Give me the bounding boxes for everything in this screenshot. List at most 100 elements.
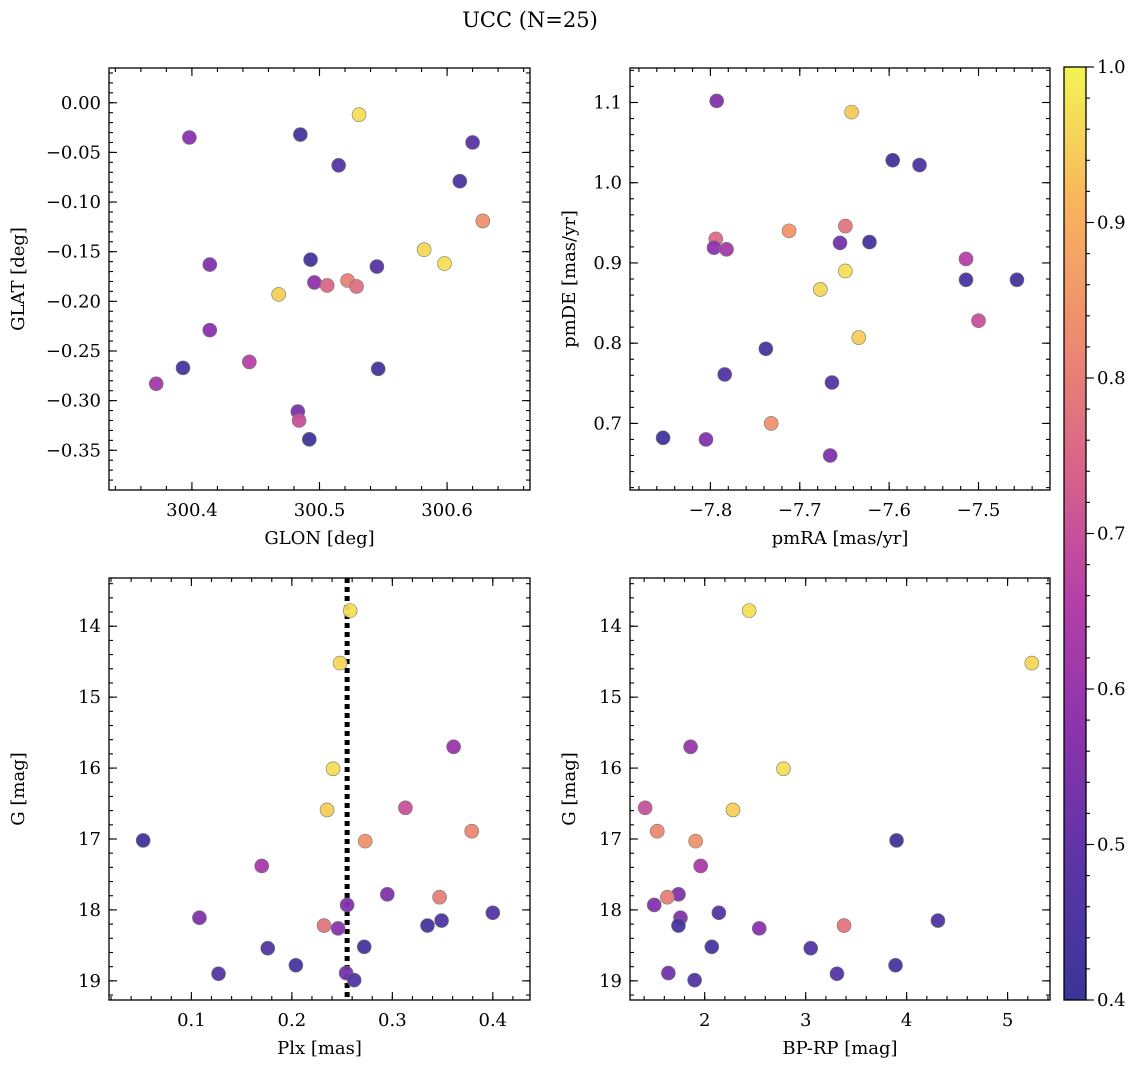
colorbar-tick-label: 0.8 [1097,368,1126,389]
x-tick-label: 4 [901,1010,912,1031]
scatter-point [202,257,218,272]
colorbar-tick-label: 0.6 [1097,679,1126,700]
scatter-point [342,603,358,618]
x-tick-label: 0.2 [278,1010,307,1031]
scatter-point [475,213,491,229]
x-tick-label: 300.6 [421,500,473,521]
scatter-point [331,158,346,173]
scatter-point [889,833,904,848]
scatter-point [135,833,151,848]
scatter-point [349,279,364,294]
scatter-point [271,287,286,302]
y-axis-label: pmDE [mas/yr] [559,210,580,348]
scatter-point [330,921,346,936]
scatter-point [711,905,727,921]
x-tick-label: −7.7 [778,500,822,521]
scatter-point [838,218,853,234]
x-axis-label: BP-RP [mag] [782,1038,897,1059]
scatter-point [1009,272,1025,288]
scatter-point [698,432,714,447]
scatter-point [836,918,852,933]
scatter-point [319,278,335,293]
panel-bprp-g: 2 3 4 5 14 15 16 17 18 19 BP-RP [mag] G [mag] [559,577,1051,1059]
scatter-point [452,173,468,189]
colorbar-tick-label: 0.4 [1097,990,1126,1011]
scatter-point [776,761,791,777]
scatter-point [661,965,676,981]
scatter-point [709,93,724,109]
scatter-point [303,252,318,267]
x-tick-label: −7.5 [957,500,1001,521]
scatter-point [829,966,845,982]
scatter-point [719,242,734,257]
scatter-point [416,242,432,258]
scatter-point [288,957,304,973]
y-tick-label: 1.1 [593,92,622,113]
y-tick-label: 17 [78,829,101,850]
y-tick-label: 14 [599,616,622,637]
axes-frame [108,67,531,491]
scatter-point [464,823,480,839]
scatter-point [781,223,797,239]
scatter-point [660,889,675,905]
scatter-point [260,940,276,956]
scatter-point [824,375,840,390]
x-tick-label: 0.4 [479,1010,508,1031]
scatter-point [851,330,867,345]
colorbar-frame [1063,66,1087,1001]
scatter-point [301,432,317,447]
scatter-point [1024,655,1040,671]
scatter-point [380,887,395,902]
y-tick-label: 19 [78,971,101,992]
scatter-point [357,833,373,849]
scatter-point [398,800,413,816]
colorbar: 0.4 0.5 0.6 0.7 0.8 0.9 1.0 [1063,57,1126,1011]
scatter-point [369,259,385,274]
scatter-point [242,354,257,370]
y-tick-label: 17 [599,829,622,850]
scatter-point [838,263,853,279]
scatter-point [291,413,307,428]
y-axis-label: GLAT [deg] [8,227,29,331]
scatter-point [465,135,480,150]
y-tick-label: 18 [78,900,101,921]
scatter-point [446,739,461,755]
scatter-point [885,152,901,168]
scatter-point [958,251,974,267]
x-tick-label: −7.6 [867,500,911,521]
scatter-point [339,897,355,913]
scatter-point [182,130,197,145]
colorbar-tick-label: 1.0 [1097,57,1126,78]
x-tick-label: 300.5 [294,500,346,521]
y-tick-label: 15 [78,687,101,708]
x-tick-label: 2 [699,1010,710,1031]
scatter-point [254,858,270,874]
scatter-point [813,282,828,297]
scatter-point [307,275,322,290]
y-tick-label: 0.8 [593,333,622,354]
scatter-point [325,761,341,777]
scatter-point [319,802,335,818]
y-axis-label: G [mag] [8,752,29,825]
x-tick-label: 3 [800,1010,811,1031]
y-tick-label: −0.30 [46,391,101,412]
y-tick-label: 0.00 [61,93,101,114]
y-tick-label: 14 [78,616,101,637]
scatter-point [832,235,848,251]
scatter-point [930,913,946,928]
scatter-point [356,939,372,955]
scatter-point [148,376,164,392]
scatter-point [211,966,226,982]
y-tick-label: −0.10 [46,192,101,213]
scatter-point [637,800,653,816]
scatter-point [717,367,733,382]
colorbar-gradient [1064,67,1086,1000]
scatter-point [646,897,662,913]
scatter-point [316,918,332,933]
scatter-point [485,905,501,921]
axes-frame [108,577,531,1001]
x-tick-label: 0.1 [177,1010,206,1031]
panels: 300.4 300.5 300.6 0.00 −0.05 −0.10 −0.15 −0.20 −… [8,67,1051,1059]
scatter-point [971,313,986,329]
